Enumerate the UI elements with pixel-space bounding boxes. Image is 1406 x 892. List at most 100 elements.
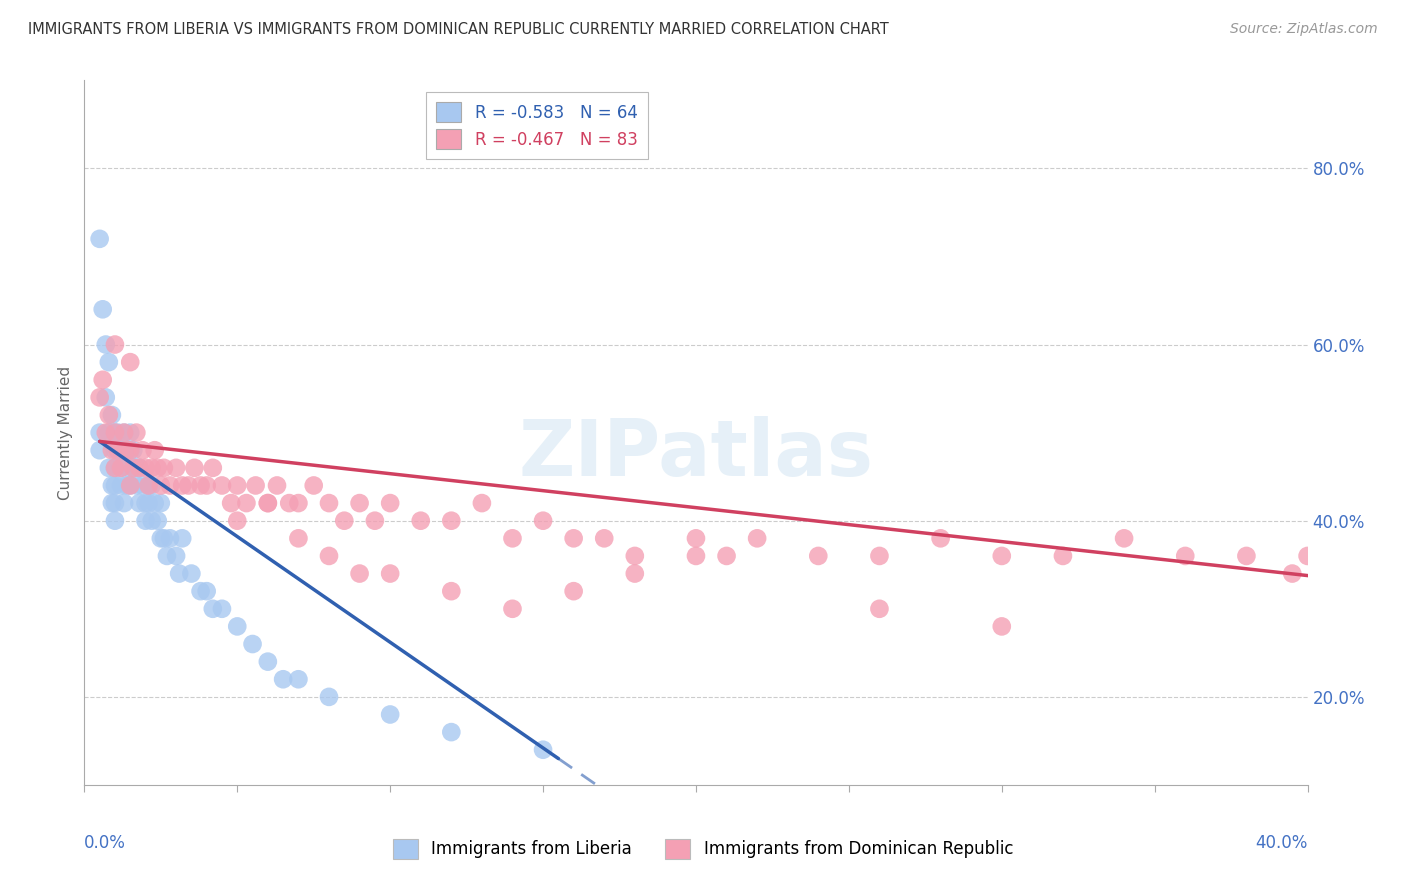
Point [287,673,309,687]
Point [183,460,205,475]
Point [440,514,463,528]
Point [266,478,288,492]
Point [593,531,616,545]
Point [159,478,181,492]
Point [177,478,200,492]
Point [159,531,181,545]
Point [91,302,114,317]
Point [226,619,249,633]
Text: 40.0%: 40.0% [1256,834,1308,852]
Point [716,549,738,563]
Point [107,443,129,458]
Point [624,549,647,563]
Point [104,425,127,440]
Point [120,478,142,492]
Point [201,460,224,475]
Point [502,531,524,545]
Point [107,425,129,440]
Point [115,460,138,475]
Point [869,601,891,615]
Point [380,566,402,581]
Point [122,460,145,475]
Point [257,496,280,510]
Point [143,496,166,510]
Text: ZIPatlas: ZIPatlas [519,416,873,491]
Point [131,443,153,458]
Point [156,549,179,563]
Point [440,725,463,739]
Point [149,478,172,492]
Point [302,478,325,492]
Point [1296,549,1319,563]
Point [440,584,463,599]
Point [97,408,120,422]
Point [380,496,402,510]
Point [94,337,117,351]
Point [104,443,127,458]
Point [380,707,402,722]
Point [138,478,160,492]
Point [1281,566,1303,581]
Point [318,496,340,510]
Point [94,390,117,404]
Point [115,443,138,458]
Point [89,390,111,404]
Point [807,549,830,563]
Point [226,514,249,528]
Point [287,496,309,510]
Point [122,460,145,475]
Point [138,478,160,492]
Point [991,549,1014,563]
Point [104,337,127,351]
Point [122,443,145,458]
Point [135,496,157,510]
Point [562,531,585,545]
Point [211,601,233,615]
Point [242,637,264,651]
Point [110,478,132,492]
Point [172,478,194,492]
Point [1052,549,1074,563]
Point [104,478,127,492]
Point [235,496,257,510]
Point [167,566,190,581]
Point [1327,566,1350,581]
Point [128,496,150,510]
Point [97,425,120,440]
Point [226,478,249,492]
Point [110,443,132,458]
Point [120,355,142,369]
Point [153,531,176,545]
Point [531,742,554,756]
Point [165,549,187,563]
Point [149,531,172,545]
Point [112,496,135,510]
Point [211,478,233,492]
Point [110,460,132,475]
Point [287,531,309,545]
Point [180,566,202,581]
Point [97,460,120,475]
Point [101,478,124,492]
Point [333,514,356,528]
Point [349,496,371,510]
Point [120,443,142,458]
Point [112,425,135,440]
Point [120,443,142,458]
Point [146,460,169,475]
Legend: R = -0.583   N = 64, R = -0.467   N = 83: R = -0.583 N = 64, R = -0.467 N = 83 [426,92,648,160]
Point [929,531,952,545]
Point [101,408,124,422]
Point [190,478,212,492]
Point [869,549,891,563]
Point [502,601,524,615]
Point [101,443,124,458]
Point [747,531,769,545]
Point [104,514,127,528]
Legend: Immigrants from Liberia, Immigrants from Dominican Republic: Immigrants from Liberia, Immigrants from… [387,832,1019,866]
Point [141,460,163,475]
Point [1236,549,1258,563]
Point [104,496,127,510]
Point [141,478,163,492]
Point [685,549,707,563]
